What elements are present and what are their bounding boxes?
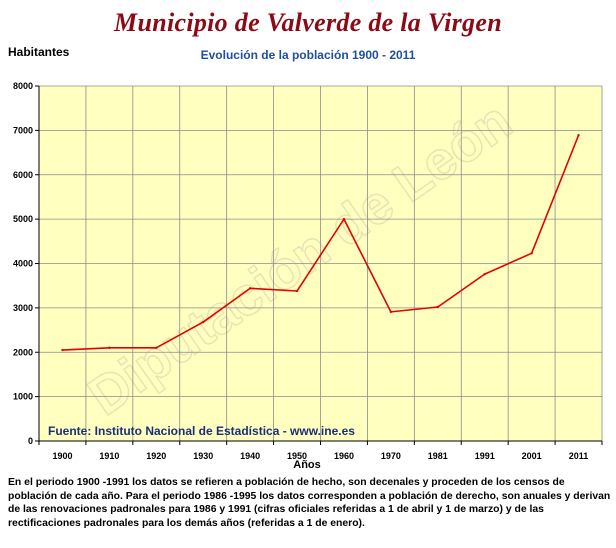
source-label: Fuente: Instituto Nacional de Estadístic…	[48, 424, 355, 438]
population-data-point	[295, 289, 299, 293]
population-data-point	[436, 305, 439, 309]
y-tick-label: 5000	[13, 214, 33, 224]
x-tick-label: 1960	[334, 451, 354, 461]
x-axis-label: Años	[293, 459, 321, 470]
x-tick-label: 1950	[287, 451, 307, 461]
population-line-chart: Diputación de León 010002000300040005000…	[13, 81, 603, 470]
y-tick-label: 3000	[13, 303, 33, 313]
population-series-line	[62, 134, 580, 351]
y-tick-label: 1000	[13, 392, 33, 402]
y-tick-label: 7000	[13, 125, 33, 135]
chart-subtitle: Evolución de la población 1900 - 2011	[200, 48, 416, 62]
population-data-point	[530, 252, 533, 255]
population-data-point	[483, 272, 486, 276]
y-tick-label: 8000	[13, 81, 33, 91]
population-data-point	[108, 346, 111, 350]
x-tick-label: 2001	[522, 451, 542, 461]
x-tick-label: 1940	[240, 451, 260, 461]
x-tick-label: 1991	[475, 451, 495, 461]
x-tick-label: 1910	[99, 451, 119, 461]
population-data-point	[202, 320, 205, 324]
chart-title: Municipio de Valverde de la Virgen	[114, 8, 502, 37]
x-tick-label: 1981	[428, 451, 448, 461]
population-data-point	[61, 348, 64, 352]
y-tick-label: 0	[28, 436, 33, 446]
population-data-point	[248, 287, 252, 290]
population-data-point	[155, 346, 158, 350]
x-tick-label: 1900	[52, 451, 72, 461]
y-axis-label: Habitantes	[8, 45, 70, 59]
population-data-point	[577, 134, 580, 137]
population-data-point	[389, 310, 393, 314]
methodology-note: En el periodo 1900 -1991 los datos se re…	[8, 477, 611, 529]
x-tick-label: 1930	[193, 451, 213, 461]
x-tick-label: 1920	[146, 451, 166, 461]
y-tick-label: 6000	[13, 170, 33, 180]
x-tick-label: 1970	[381, 451, 401, 461]
population-data-point	[342, 217, 346, 221]
y-tick-label: 2000	[13, 347, 33, 357]
x-tick-label: 2011	[569, 451, 589, 461]
y-tick-label: 4000	[13, 259, 33, 269]
